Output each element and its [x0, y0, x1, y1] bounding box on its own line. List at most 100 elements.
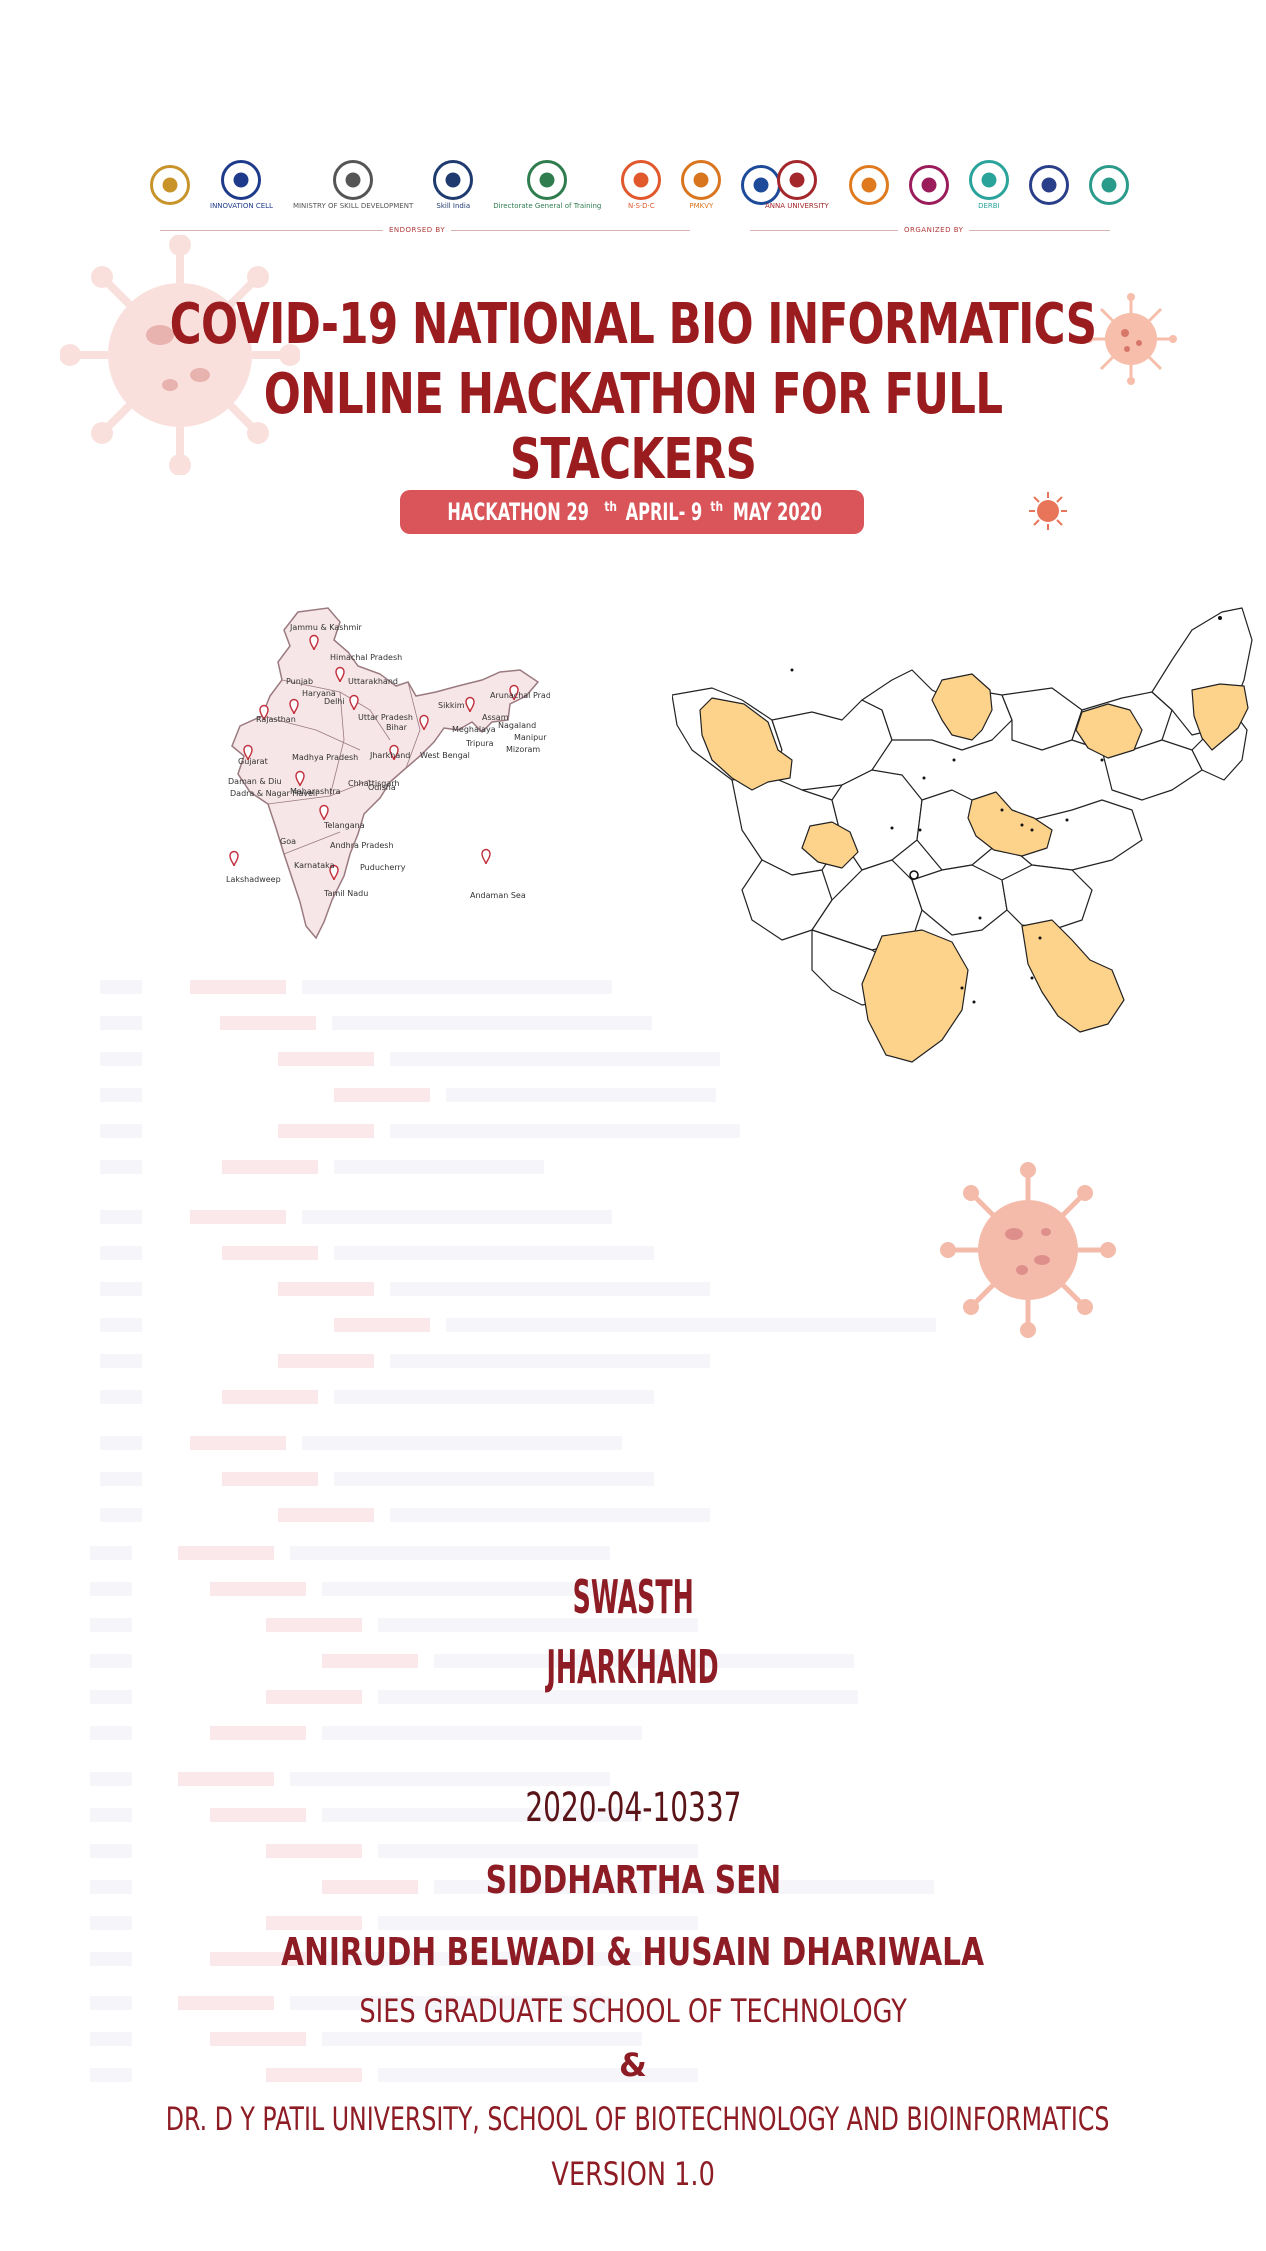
faint-pattern-row [0, 1016, 1266, 1030]
india-map-state-label: Chhattisgarh [348, 779, 400, 788]
seal-logo [1028, 165, 1069, 205]
dgt-icon [527, 160, 568, 200]
india-map-state-label: Manipur [514, 733, 547, 742]
project-name-line1: SWASTH [572, 1570, 694, 1624]
circle-logo [848, 165, 889, 205]
faint-pattern-row [0, 1052, 1266, 1066]
india-map-state-label: Arunachal Pradesh [490, 691, 550, 700]
faint-pattern-row [0, 1772, 1266, 1786]
team-members: ANIRUDH BELWADI & HUSAIN DHARIWALA [281, 1930, 985, 1974]
logo-caption: INNOVATION CELL [210, 202, 273, 210]
anna-university-icon [776, 160, 817, 200]
institution-1: SIES GRADUATE SCHOOL OF TECHNOLOGY [359, 1992, 907, 2030]
india-map-state-label: Dadra & Nagar Haveli [230, 789, 317, 798]
faint-pattern-row [0, 1690, 1266, 1704]
faint-pattern-row [0, 1318, 1266, 1332]
organized-label: ORGANIZED BY [898, 226, 970, 234]
faint-pattern-row [0, 1582, 1266, 1596]
centre-icon [908, 165, 949, 205]
ministry-emblem-logo: MINISTRY OF SKILL DEVELOPMENT [293, 160, 413, 210]
india-map-state-label: Jammu & Kashmir [289, 623, 363, 632]
faint-pattern-row [0, 1618, 1266, 1632]
derbi-logo: DERBI [968, 160, 1009, 210]
logo-caption: Skill India [436, 202, 471, 210]
page-title-line1: COVID-19 NATIONAL BIO INFORMATICS [169, 292, 1097, 357]
india-map-state-label: Maharashtra [290, 787, 341, 796]
page-title-line2: ONLINE HACKATHON FOR FULL STACKERS [263, 362, 1003, 492]
faint-pattern-row [0, 1916, 1266, 1930]
globe-logo [1088, 165, 1129, 205]
faint-pattern-row [0, 1246, 1266, 1260]
india-map-state-label: Telangana [323, 821, 365, 830]
faint-pattern-row [0, 1472, 1266, 1486]
india-map-state-label: West Bengal [420, 751, 470, 760]
pmkvy-icon [681, 160, 722, 200]
india-map-state-label: Mizoram [506, 745, 540, 754]
innovation-cell-logo: INNOVATION CELL [210, 160, 273, 210]
india-map-state-label: Lakshadweep [226, 875, 281, 884]
faint-pattern-row [0, 1654, 1266, 1668]
logo-caption: ANNA UNIVERSITY [765, 202, 829, 210]
india-map-state-label: Delhi [324, 697, 345, 706]
faint-pattern-row [0, 2068, 1266, 2082]
india-map-state-label: Karnataka [294, 861, 335, 870]
india-map-state-label: Haryana [302, 689, 336, 698]
india-map-state-label: Rajasthan [256, 715, 296, 724]
faint-pattern-row [0, 1160, 1266, 1174]
virus-illustration-medium [940, 1162, 1116, 1338]
india-map-state-label: Nagaland [498, 721, 536, 730]
faint-pattern-row [0, 980, 1266, 994]
logo-caption: DERBI [978, 202, 1000, 210]
team-lead: SIDDHARTHA SEN [485, 1858, 781, 1902]
india-map-state-label: Gujarat [238, 757, 268, 766]
faint-pattern-row [0, 1088, 1266, 1102]
india-map-state-label: Himachal Pradesh [330, 653, 402, 662]
virus-illustration-large [60, 235, 300, 475]
faint-pattern-row [0, 1996, 1266, 2010]
india-map-state-label: Punjab [286, 677, 313, 686]
india-map-state-label: Assam [482, 713, 509, 722]
derbi-icon [968, 160, 1009, 200]
faint-pattern-row [0, 1808, 1266, 1822]
faint-pattern-row [0, 2032, 1266, 2046]
centre-logo [908, 165, 949, 205]
faint-pattern-row [0, 1124, 1266, 1138]
globe-icon [1088, 165, 1129, 205]
endorser-logos: INNOVATION CELL MINISTRY OF SKILL DEVELOP… [140, 160, 791, 210]
virus-illustration-tiny [1029, 492, 1067, 530]
skill-india-logo: Skill India [433, 160, 474, 210]
india-map-state-label: Andhra Pradesh [330, 841, 394, 850]
india-map-state-label: Tamil Nadu [323, 889, 368, 898]
institution-ampersand: & [619, 2046, 647, 2084]
pmkvy-logo: PMKVY [681, 160, 722, 210]
team-id: 2020-04-10337 [524, 1785, 742, 1831]
project-name-line2: JHARKHAND [546, 1640, 720, 1694]
dgt-logo: Directorate General of Training [493, 160, 601, 210]
faint-pattern-row [0, 1726, 1266, 1740]
jharkhand-district-map [672, 607, 1253, 1063]
faint-pattern-row [0, 1952, 1266, 1966]
aicte-logo [150, 165, 190, 205]
india-map-state-label: Puducherry [360, 863, 406, 872]
version-label: VERSION 1.0 [551, 2155, 715, 2193]
seal-icon [1028, 165, 1069, 205]
india-map-state-label: Sikkim [438, 701, 465, 710]
faint-pattern-row [0, 1210, 1266, 1224]
india-map-state-label: Goa [280, 837, 296, 846]
india-map-state-label: Jharkhand [369, 751, 410, 760]
skill-india-icon [433, 160, 474, 200]
india-map-state-label: Madhya Pradesh [292, 753, 358, 762]
faint-pattern-row [0, 1390, 1266, 1404]
faint-pattern-row [0, 1354, 1266, 1368]
nsdc-icon [621, 160, 662, 200]
india-map-state-label: Bihar [386, 723, 408, 732]
india-map-state-label: Tripura [465, 739, 494, 748]
organizer-logos: ANNA UNIVERSITY DERBI [755, 160, 1139, 210]
india-map-state-label: Daman & Diu [228, 777, 282, 786]
anna-university-logo: ANNA UNIVERSITY [765, 160, 829, 210]
india-map-state-label: Andaman Sea [470, 891, 526, 900]
endorsed-label: ENDORSED BY [383, 226, 452, 234]
institution-2: DR. D Y PATIL UNIVERSITY, SCHOOL OF BIOT… [165, 2100, 1110, 2138]
india-map-state-label: Uttarakhand [348, 677, 398, 686]
